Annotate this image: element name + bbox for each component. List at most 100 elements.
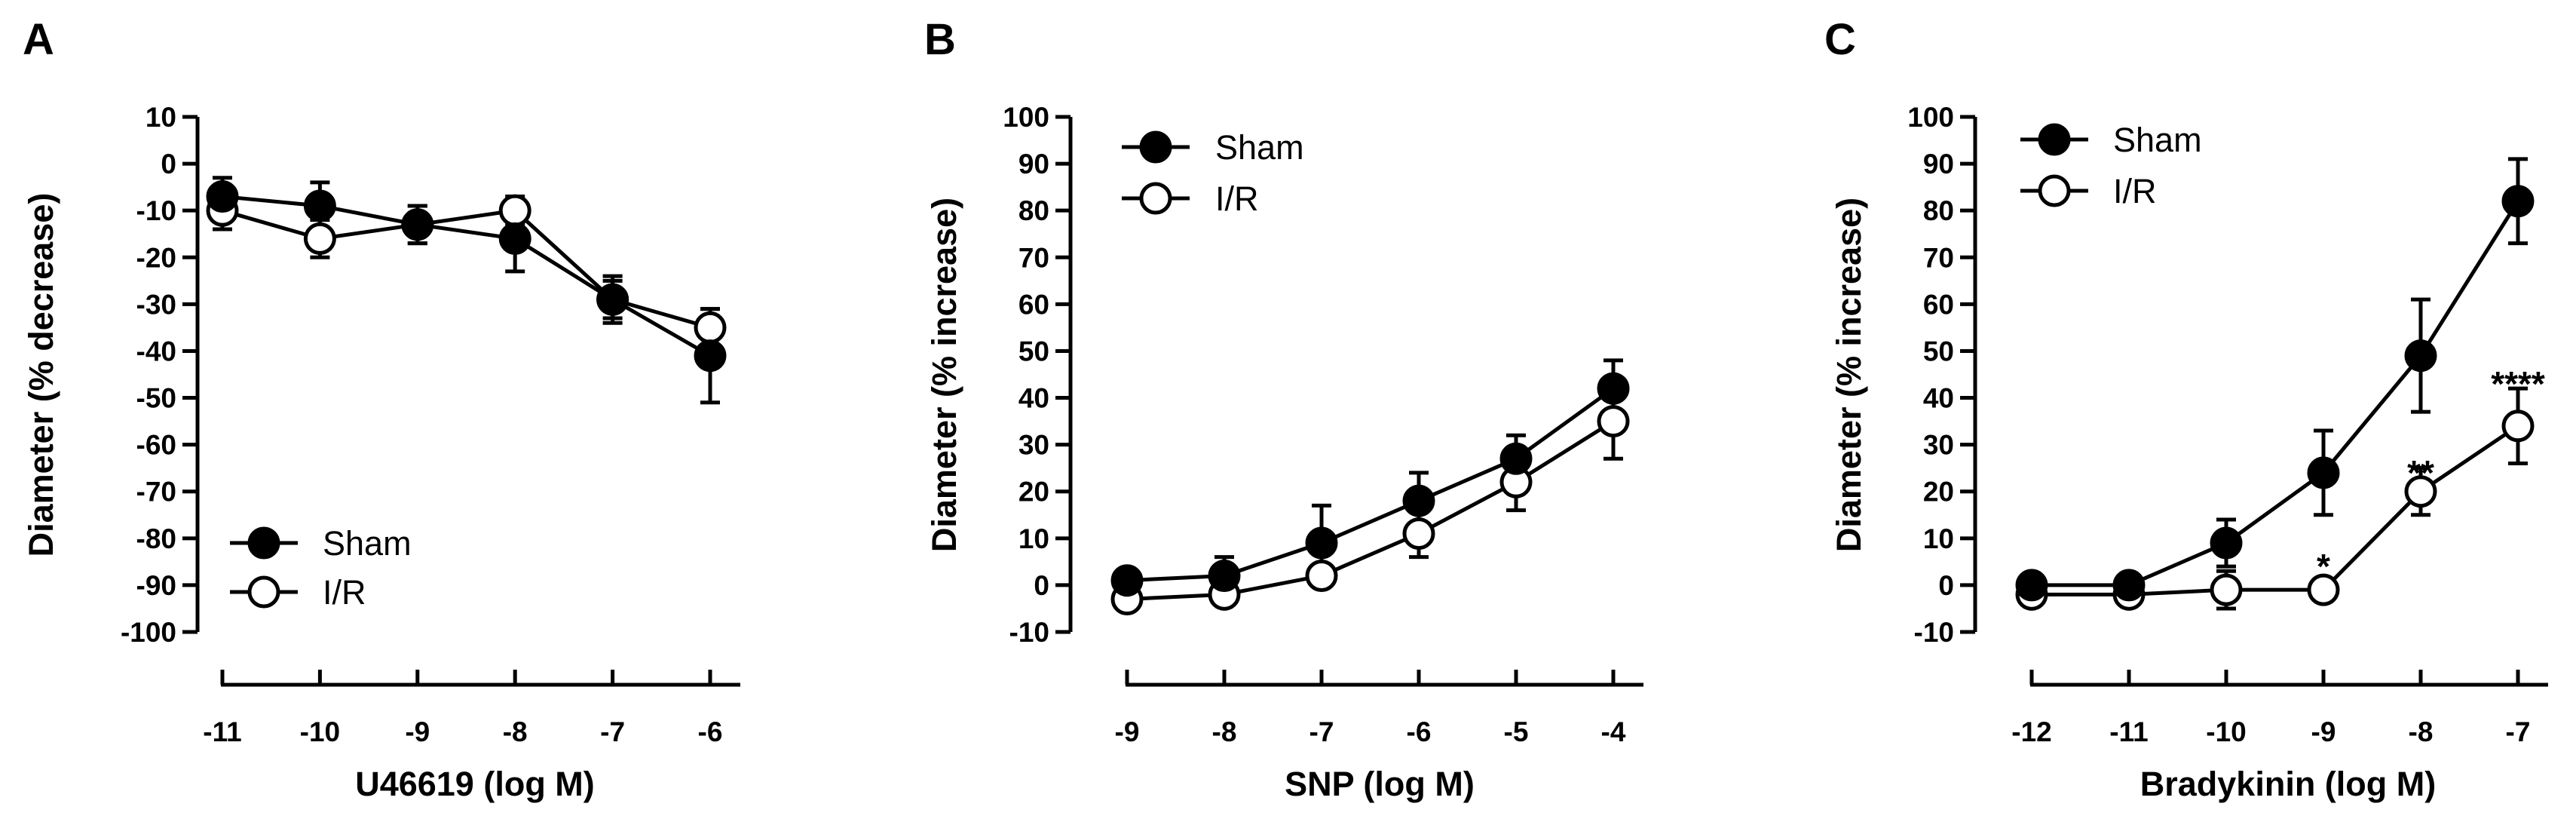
x-tick-label: -6: [698, 716, 723, 747]
x-tick-label: -7: [600, 716, 625, 747]
y-tick-label: 70: [1018, 242, 1049, 273]
y-tick-label: 30: [1018, 430, 1049, 461]
x-tick-label: -9: [405, 716, 430, 747]
data-point-ir: [498, 194, 531, 227]
y-tick-label: 100: [1003, 102, 1049, 133]
x-tick-label: -12: [2011, 716, 2051, 747]
data-point-ir: [2210, 573, 2243, 606]
data-point-sham: [1110, 564, 1144, 597]
x-tick-label: -7: [2506, 716, 2531, 747]
y-tick-label: -20: [136, 242, 176, 273]
data-point-ir: [1305, 559, 1338, 592]
y-tick-label: 10: [1923, 523, 1954, 554]
legend-marker-ir: [1139, 182, 1172, 215]
legend-marker-sham: [1139, 130, 1172, 164]
x-tick-label: -10: [300, 716, 340, 747]
y-tick-label: 80: [1018, 195, 1049, 226]
data-point-sham: [2404, 339, 2437, 373]
series-line-ir: [2032, 424, 2519, 597]
series-line-ir: [222, 208, 711, 330]
data-point-sham: [401, 208, 434, 241]
data-point-ir: [303, 222, 336, 255]
data-point-sham: [2210, 526, 2243, 560]
x-tick-label: -9: [2311, 716, 2336, 747]
y-tick-label: 70: [1923, 242, 1954, 273]
y-axis-title: Diameter (% decrease): [22, 193, 60, 557]
data-point-sham: [1597, 372, 1630, 405]
legend-marker-ir: [247, 575, 280, 609]
y-tick-label: -90: [136, 570, 176, 601]
y-tick-label: -30: [136, 289, 176, 320]
legend-label-sham: Sham: [323, 524, 412, 563]
y-tick-label: 10: [145, 102, 176, 133]
significance-label: *: [2317, 547, 2330, 586]
x-tick-label: -4: [1601, 716, 1626, 747]
data-point-ir: [2501, 409, 2535, 443]
y-tick-label: -40: [136, 336, 176, 367]
series-line-sham: [2032, 200, 2520, 587]
data-point-sham: [1499, 442, 1533, 475]
data-point-sham: [694, 339, 727, 373]
y-tick-label: 60: [1018, 289, 1049, 320]
y-tick-label: 90: [1018, 149, 1049, 179]
y-tick-label: -50: [136, 383, 176, 414]
legend-label-sham: Sham: [1215, 128, 1304, 167]
data-point-sham: [1208, 559, 1241, 592]
legend-marker-sham: [2038, 123, 2071, 156]
y-tick-label: -80: [136, 523, 176, 554]
panel-letter: B: [924, 15, 956, 64]
y-tick-label: -10: [136, 195, 176, 226]
y-tick-label: 20: [1018, 477, 1049, 508]
y-tick-label: -100: [121, 617, 176, 648]
x-tick-label: -11: [2109, 716, 2148, 747]
x-tick-label: -10: [2206, 716, 2246, 747]
data-point-ir: [694, 311, 727, 344]
data-point-sham: [1402, 484, 1435, 517]
panel-letter: C: [1824, 15, 1856, 64]
legend-label-ir: I/R: [1215, 179, 1259, 218]
data-point-ir: [2404, 475, 2437, 508]
data-point-sham: [2501, 185, 2535, 218]
y-tick-label: 30: [1923, 430, 1954, 461]
x-axis-title: U46619 (log M): [355, 765, 595, 803]
x-tick-label: -8: [503, 716, 528, 747]
y-tick-label: 0: [1034, 570, 1049, 601]
data-point-ir: [2307, 573, 2340, 606]
y-tick-label: -10: [1009, 617, 1049, 648]
data-point-ir: [1597, 405, 1630, 438]
data-point-sham: [303, 189, 336, 222]
data-point-ir: [1402, 517, 1435, 551]
series-line-sham: [1126, 387, 1615, 583]
x-tick-label: -11: [203, 716, 241, 747]
data-point-sham: [2307, 456, 2340, 489]
y-tick-label: -10: [1914, 617, 1954, 648]
x-tick-label: -5: [1504, 716, 1529, 747]
data-point-sham: [498, 222, 531, 255]
data-point-sham: [206, 180, 239, 213]
x-tick-label: -7: [1309, 716, 1334, 747]
y-tick-label: -60: [136, 430, 176, 461]
data-point-sham: [1305, 526, 1338, 560]
x-tick-label: -8: [1212, 716, 1237, 747]
legend-label-ir: I/R: [2113, 172, 2157, 210]
legend-label-ir: I/R: [323, 573, 366, 612]
y-tick-label: 0: [1938, 570, 1954, 601]
y-tick-label: 0: [161, 149, 176, 179]
y-axis-title: Diameter (% increase): [1830, 198, 1868, 552]
y-tick-label: 10: [1018, 523, 1049, 554]
x-axis-title: Bradykinin (log M): [2140, 765, 2437, 803]
x-tick-label: -9: [1115, 716, 1140, 747]
data-point-sham: [2015, 569, 2048, 602]
data-point-sham: [596, 283, 629, 316]
y-tick-label: 40: [1923, 383, 1954, 414]
series-line-sham: [222, 195, 712, 357]
y-axis-title: Diameter (% increase): [925, 198, 963, 552]
significance-label: ****: [2491, 364, 2545, 403]
y-tick-label: 20: [1923, 477, 1954, 508]
series-line-ir: [1126, 419, 1615, 602]
y-tick-label: 90: [1923, 149, 1954, 179]
panel-letter: A: [23, 15, 54, 64]
y-tick-label: 80: [1923, 195, 1954, 226]
